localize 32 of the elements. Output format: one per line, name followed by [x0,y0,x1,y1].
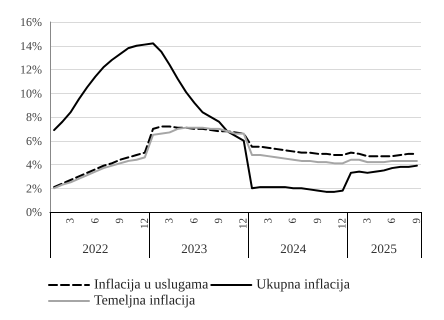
x-tick-label: 6 [386,218,398,224]
text: 2023 [181,241,208,256]
y-tick-label: 10% [20,86,42,100]
legend-label: Inflacija u uslugama [94,278,210,292]
y-tick-label: 2% [26,181,42,196]
x-tick-label: 9 [213,218,226,224]
text: 2024 [280,241,307,256]
x-tick-label: 6 [188,218,200,224]
y-tick-label: 12% [20,62,42,76]
x-tick-label: 6 [287,218,300,224]
x-tick-label: 3 [64,218,77,224]
text: 2022 [82,241,108,256]
x-tick-label: 3 [262,218,274,224]
x-tick-label: 3 [361,218,374,224]
x-tick-label: 9 [114,218,126,224]
x-tick-label: 9 [410,218,423,224]
line-series [53,42,418,193]
x-tick-label: 9 [312,218,324,224]
x-tick-label: 12 [138,218,151,229]
y-tick-label: 8% [26,110,42,124]
y-tick-label: 14% [20,38,42,53]
x-tick-label: 12 [336,218,349,229]
x-tick-label: 6 [89,218,102,224]
text: 2025 [370,241,397,256]
y-tick-label: 16% [20,15,42,29]
legend-label: Ukupna inflacija [256,278,351,292]
y-tick-label: 6% [26,134,42,148]
legend-label: Temeljna inflacija [94,294,196,308]
y-tick-label: 0% [26,205,42,219]
y-tick-label: 4% [26,158,42,172]
x-tick-label: 3 [164,218,176,224]
x-tick-label: 12 [238,218,250,229]
